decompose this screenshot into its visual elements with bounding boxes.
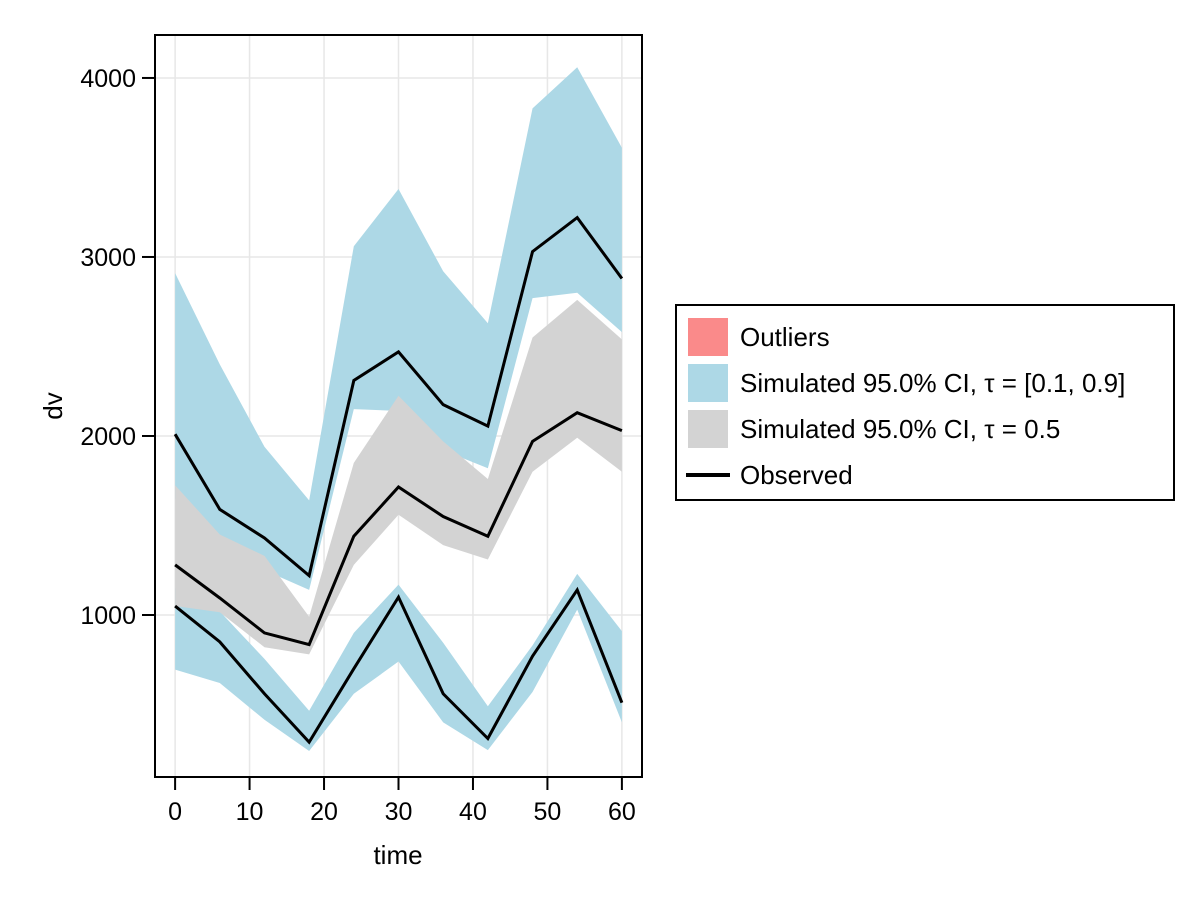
legend-swatch-1 — [688, 318, 728, 356]
x-tick-label: 30 — [385, 798, 413, 826]
simulated-ci-tau-0.1-0.9-lower-band-band — [175, 573, 622, 752]
y-axis-label: dv — [38, 392, 68, 419]
simulated-ci-tau-0.1-0.9-upper-band-band — [175, 67, 622, 590]
x-tick-label: 50 — [534, 798, 562, 826]
x-tick-label: 0 — [168, 798, 182, 826]
legend-label-4: Observed — [740, 460, 853, 490]
x-axis-label: time — [373, 840, 422, 870]
legend-swatch-3 — [688, 410, 728, 448]
confidence-bands — [175, 67, 622, 752]
legend-label-3: Simulated 95.0% CI, τ = 0.5 — [740, 414, 1060, 444]
y-tick-label: 2000 — [80, 423, 136, 451]
x-tick-label: 20 — [310, 798, 338, 826]
x-tick-label: 60 — [608, 798, 636, 826]
x-tick-label: 10 — [236, 798, 264, 826]
observed-upper-line — [173, 215, 624, 579]
observed-middle-line — [174, 411, 623, 647]
y-tick-label: 1000 — [80, 602, 136, 630]
legend-box — [675, 304, 1175, 501]
axis-ticks — [142, 76, 623, 790]
simulated-ci-tau-0.5-band-band — [175, 299, 622, 655]
axis-tick-labels: 0 10 20 30 40 50 60 1000 2000 3000 4000 — [80, 65, 635, 826]
legend-label-1: Outliers — [740, 322, 830, 352]
observed-lines — [173, 215, 624, 745]
y-tick-label: 3000 — [80, 244, 136, 272]
legend: Outliers Simulated 95.0% CI, τ = [0.1, 0.… — [675, 304, 1175, 501]
x-tick-label: 40 — [459, 798, 487, 826]
legend-swatch-2 — [688, 364, 728, 402]
y-tick-label: 4000 — [80, 65, 136, 93]
legend-label-2: Simulated 95.0% CI, τ = [0.1, 0.9] — [740, 368, 1125, 398]
observed-lower-line — [174, 586, 624, 745]
